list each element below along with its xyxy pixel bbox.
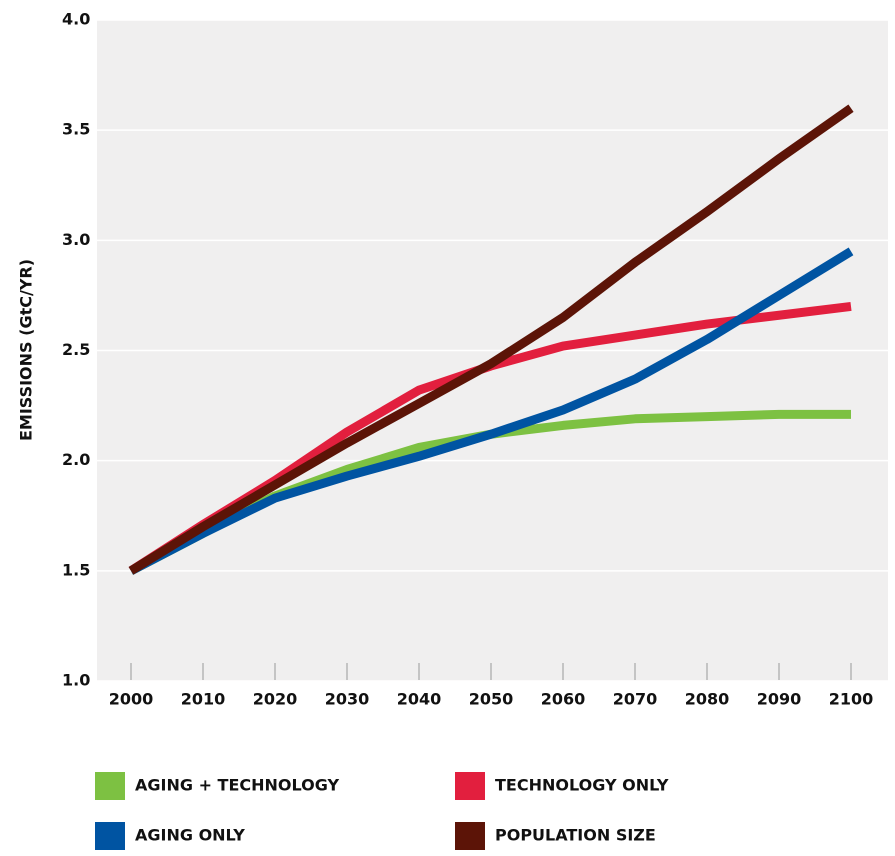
y-tick-label: 2.5 [62,340,90,359]
legend-label: POPULATION SIZE [495,826,656,845]
legend-swatch [455,772,485,800]
x-tick-label: 2040 [397,690,442,709]
y-tick-label: 3.0 [62,230,90,249]
series-line [128,247,854,575]
series-line [128,104,854,575]
legend-label: AGING + TECHNOLOGY [135,776,340,795]
x-tick-label: 2080 [685,690,730,709]
x-tick-label: 2050 [469,690,514,709]
x-tick-label: 2100 [829,690,874,709]
legend-swatch [455,822,485,850]
legend-label: AGING ONLY [135,826,245,845]
x-tick-label: 2030 [325,690,370,709]
legend-swatch [95,822,125,850]
x-tick-label: 2070 [613,690,658,709]
x-tick-label: 2000 [109,690,154,709]
y-tick-label: 4.0 [62,10,90,29]
x-tick-label: 2020 [253,690,298,709]
y-tick-label: 3.5 [62,120,90,139]
x-tick-label: 2010 [181,690,226,709]
x-tick-label: 2090 [757,690,802,709]
y-tick-label: 1.0 [62,671,90,690]
legend-swatch [95,772,125,800]
y-axis-title: EMISSIONS (GtC/YR) [17,259,36,441]
x-tick-label: 2060 [541,690,586,709]
legend-label: TECHNOLOGY ONLY [495,776,669,795]
y-tick-label: 1.5 [62,560,90,579]
y-tick-label: 2.0 [62,450,90,469]
